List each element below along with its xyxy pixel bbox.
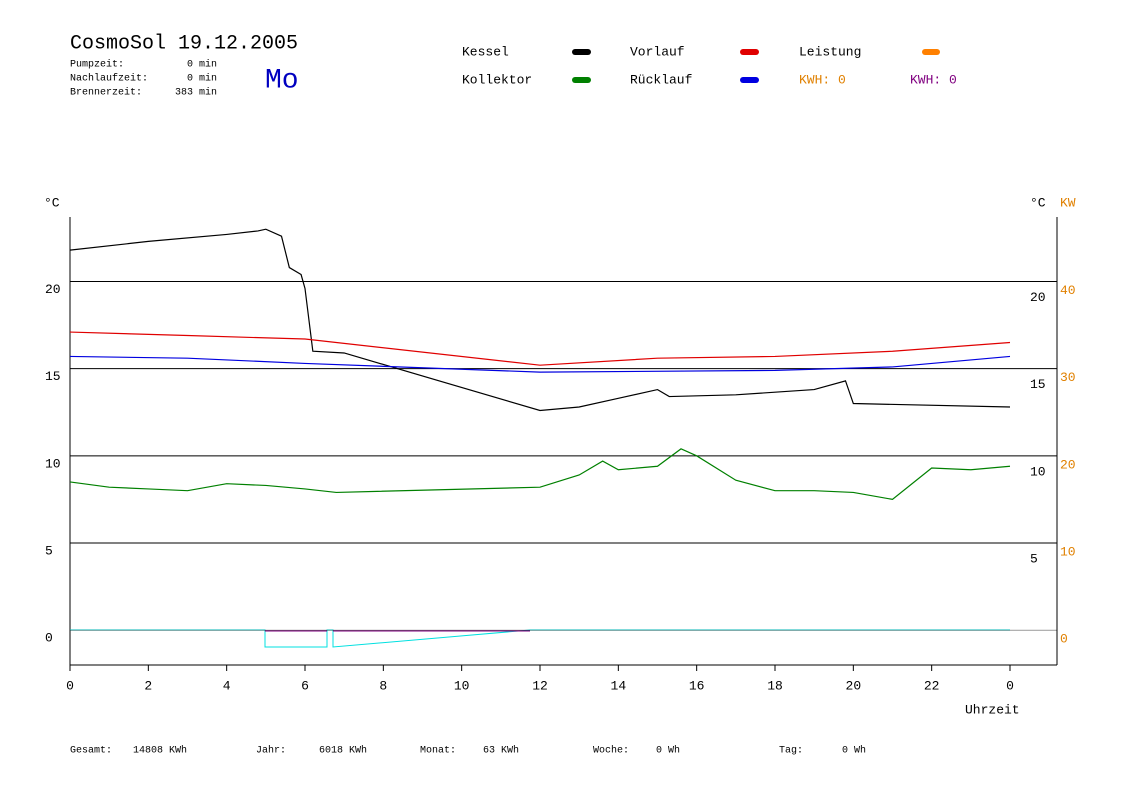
footer-label: Tag:	[779, 746, 803, 757]
y2-tick-label: 10	[1030, 464, 1046, 479]
pump-trace	[70, 629, 1010, 648]
series-line	[69, 448, 1011, 501]
x-tick-label: 14	[611, 678, 627, 693]
y2-tick-label: 40	[1060, 283, 1076, 298]
footer-label: Woche:	[593, 745, 629, 757]
x-tick-label: 6	[301, 678, 309, 693]
x-tick-label: 18	[767, 678, 783, 693]
series-line	[69, 355, 1011, 373]
x-tick-label: 0	[66, 678, 74, 693]
series-line	[69, 331, 1011, 366]
y2-tick-label: 30	[1060, 370, 1076, 385]
footer-value: 0 Wh	[656, 745, 680, 757]
footer-value: 6018 KWh	[319, 745, 367, 757]
x-tick-label: 12	[532, 678, 548, 693]
series-line	[69, 228, 1011, 412]
legend-label: Rücklauf	[630, 72, 692, 87]
footer-label: Jahr:	[256, 745, 286, 757]
x-tick-label: 16	[689, 678, 705, 693]
x-tick-label: 0	[1006, 678, 1014, 693]
y2-tick-label: 10	[1060, 544, 1076, 559]
info-label: Pumpzeit:	[70, 59, 124, 71]
x-tick-label: 22	[924, 678, 940, 693]
y2-tick-label: 20	[1030, 290, 1046, 305]
info-label: Brennerzeit:	[70, 87, 142, 99]
footer-label: Gesamt:	[70, 746, 112, 757]
chart-title: CosmoSol 19.12.2005	[70, 32, 298, 55]
info-value: 0 min	[187, 73, 217, 85]
footer-value: 63 KWh	[483, 745, 519, 757]
y2-tick-label: 20	[1060, 457, 1076, 472]
y2-axis-label: °C	[1030, 195, 1046, 210]
y2-tick-label: 15	[1030, 377, 1046, 392]
y-tick-label: 20	[45, 282, 61, 297]
x-tick-label: 8	[379, 678, 387, 693]
info-label: Nachlaufzeit:	[70, 73, 148, 85]
y-axis-label: °C	[44, 195, 60, 210]
x-tick-label: 20	[846, 678, 862, 693]
kwh-label: KWH: 0	[910, 72, 957, 87]
kwh-label: KWH: 0	[799, 72, 846, 87]
weekday: Mo	[265, 65, 299, 96]
y2-tick-label: 0	[1060, 632, 1068, 647]
footer-value: 14808 KWh	[133, 745, 187, 757]
x-axis-label: Uhrzeit	[965, 702, 1020, 717]
x-tick-label: 2	[144, 678, 152, 693]
y-tick-label: 5	[45, 543, 53, 558]
y-tick-label: 10	[45, 456, 61, 471]
y-tick-label: 15	[45, 369, 61, 384]
x-tick-label: 4	[223, 678, 231, 693]
legend-label: Kessel	[462, 44, 509, 59]
y2-tick-label: 5	[1030, 551, 1038, 566]
x-tick-label: 10	[454, 678, 470, 693]
y2-axis-label: KW	[1060, 195, 1076, 210]
footer-label: Monat:	[420, 746, 456, 757]
legend-label: Vorlauf	[630, 44, 685, 59]
footer-value: 0 Wh	[842, 745, 866, 757]
y-tick-label: 0	[45, 631, 53, 646]
legend-label: Leistung	[799, 44, 861, 59]
info-value: 0 min	[187, 59, 217, 71]
info-value: 383 min	[175, 87, 217, 99]
legend-label: Kollektor	[462, 72, 532, 87]
